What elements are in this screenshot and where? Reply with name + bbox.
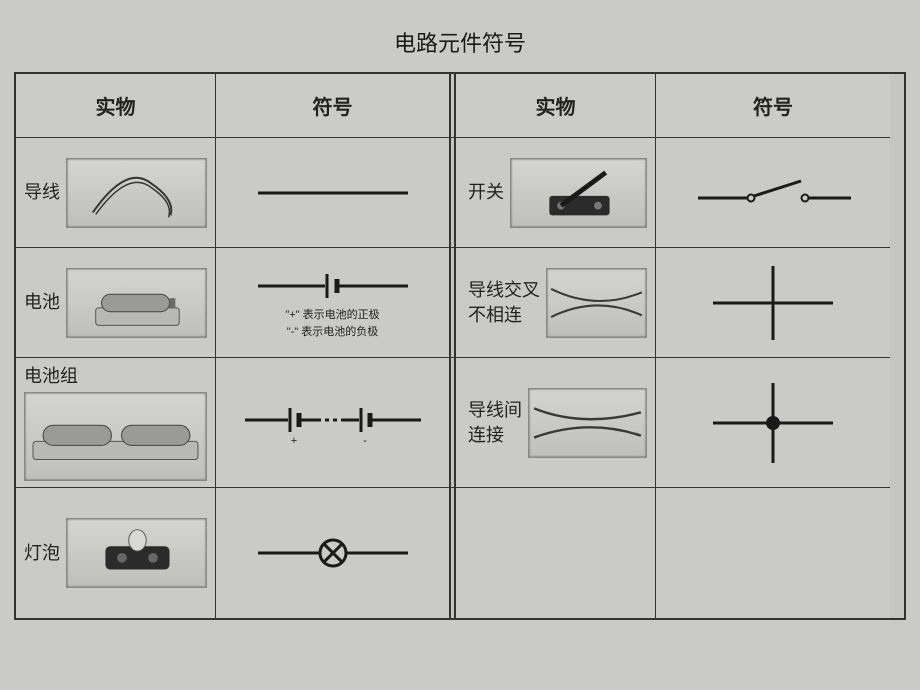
crossno-thumb [546, 268, 647, 338]
row-wire-physical: 导线 [16, 138, 216, 248]
batterypack-symbol-icon: + - [233, 398, 433, 448]
battery-symbol-icon [243, 266, 423, 306]
batterypk-thumb [24, 392, 207, 481]
row-switch-physical: 开关 [456, 138, 656, 248]
crossyes-thumb [528, 388, 647, 458]
switch-thumb [510, 158, 647, 228]
col-header-physical-left: 实物 [16, 74, 216, 138]
empty-cell-physical [456, 488, 656, 618]
battery-thumb [66, 268, 207, 338]
crossyes-label: 导线间 连接 [468, 398, 522, 447]
col-header-physical-right: 实物 [456, 74, 656, 138]
row-battery-physical: 电池 [16, 248, 216, 358]
switch-symbol-icon [683, 168, 863, 218]
row-crossno-physical: 导线交叉 不相连 [456, 248, 656, 358]
row-bulb-physical: 灯泡 [16, 488, 216, 618]
battery-label: 电池 [24, 290, 60, 314]
row-battery-symbol: "+" 表示电池的正极 "-" 表示电池的负极 [216, 248, 450, 358]
empty-cell-symbol [656, 488, 890, 618]
crossno-label: 导线交叉 不相连 [468, 278, 540, 327]
row-bulb-symbol [216, 488, 450, 618]
row-crossyes-physical: 导线间 连接 [456, 358, 656, 488]
battery-caption-minus: "-" 表示电池的负极 [287, 325, 379, 339]
row-batterypk-symbol: + - [216, 358, 450, 488]
lamp-symbol-icon [243, 528, 423, 578]
row-wire-symbol [216, 138, 450, 248]
svg-text:+: + [290, 435, 296, 447]
cross-join-symbol-icon [698, 373, 848, 473]
cross-nojoin-symbol-icon [698, 258, 848, 348]
bulb-thumb [66, 518, 207, 588]
row-crossyes-symbol [656, 358, 890, 488]
wire-symbol-icon [243, 178, 423, 208]
row-crossno-symbol [656, 248, 890, 358]
batterypk-label: 电池组 [24, 364, 78, 388]
battery-caption-plus: "+" 表示电池的正极 [285, 308, 379, 322]
bulb-label: 灯泡 [24, 541, 60, 565]
page-root: 电路元件符号 实物 符号 实物 符号 导线 开关 [0, 0, 920, 690]
svg-text:-: - [363, 435, 367, 447]
page-title: 电路元件符号 [0, 0, 920, 72]
col-header-symbol-right: 符号 [656, 74, 890, 138]
symbol-table: 实物 符号 实物 符号 导线 开关 [14, 72, 906, 620]
switch-label: 开关 [468, 180, 504, 204]
row-batterypk-physical: 电池组 [16, 358, 216, 488]
wire-thumb [66, 158, 207, 228]
row-switch-symbol [656, 138, 890, 248]
col-header-symbol-left: 符号 [216, 74, 450, 138]
wire-label: 导线 [24, 180, 60, 204]
